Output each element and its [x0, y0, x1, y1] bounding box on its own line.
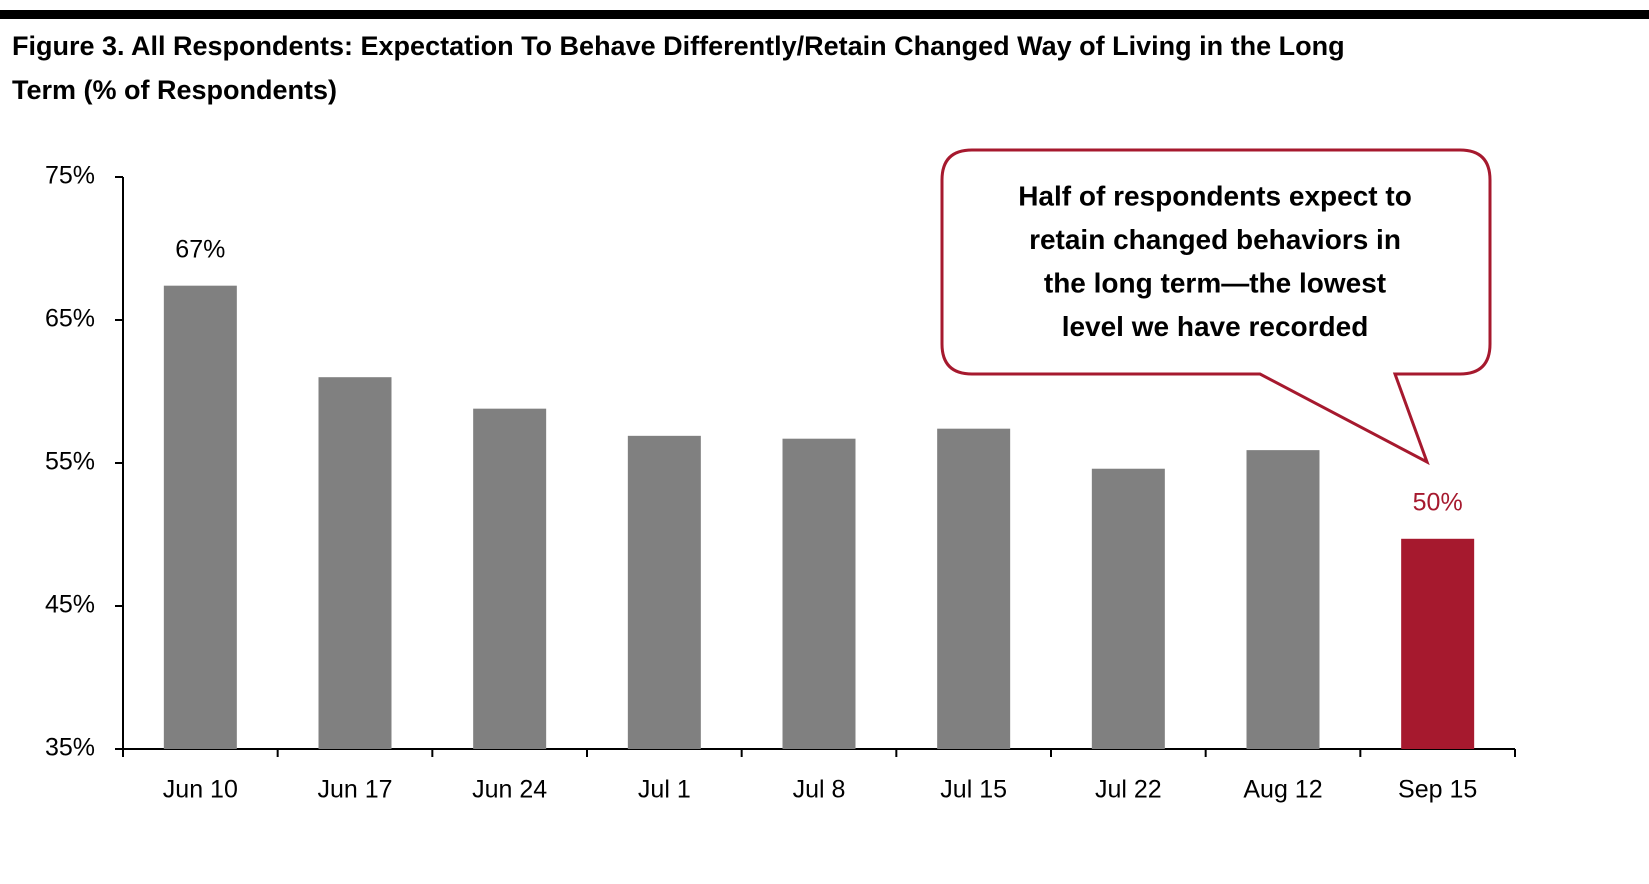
x-tick-label: Jul 8	[793, 776, 846, 804]
bar	[1401, 538, 1475, 749]
annotation-line: the long term—the lowest	[1044, 267, 1386, 298]
y-tick-label: 35%	[45, 734, 95, 762]
x-tick-label: Jul 1	[638, 776, 691, 804]
x-tick-label: Jul 15	[940, 776, 1007, 804]
bar	[318, 377, 392, 749]
y-tick-label: 45%	[45, 591, 95, 619]
chart-title-line2: Term (% of Respondents)	[12, 75, 337, 105]
x-tick-label: Jun 10	[163, 776, 238, 804]
bar	[163, 285, 237, 749]
bar	[473, 408, 547, 749]
y-tick-label: 75%	[45, 162, 95, 190]
bar	[937, 428, 1011, 749]
data-label: 50%	[1413, 488, 1463, 516]
x-tick-label: Jun 17	[317, 776, 392, 804]
annotation-line: Half of respondents expect to	[1018, 180, 1412, 211]
callout	[940, 148, 1492, 466]
bar	[1246, 450, 1320, 749]
annotation-line: level we have recorded	[1062, 311, 1369, 342]
x-tick-label: Aug 12	[1243, 776, 1322, 804]
data-label: 67%	[175, 235, 225, 263]
x-tick-label: Sep 15	[1398, 776, 1477, 804]
bar	[782, 438, 856, 749]
x-tick-label: Jul 22	[1095, 776, 1162, 804]
bar	[627, 435, 701, 749]
x-tick-label: Jun 24	[472, 776, 547, 804]
y-tick-label: 55%	[45, 448, 95, 476]
chart-title: Figure 3. All Respondents: Expectation T…	[12, 31, 1345, 61]
top-rule	[0, 10, 1649, 19]
annotation-line: retain changed behaviors in	[1029, 224, 1401, 255]
bar	[1091, 468, 1165, 749]
y-tick-label: 65%	[45, 305, 95, 333]
